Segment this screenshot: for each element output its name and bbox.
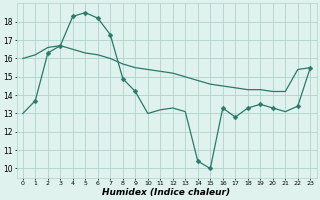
X-axis label: Humidex (Indice chaleur): Humidex (Indice chaleur) — [102, 188, 231, 197]
